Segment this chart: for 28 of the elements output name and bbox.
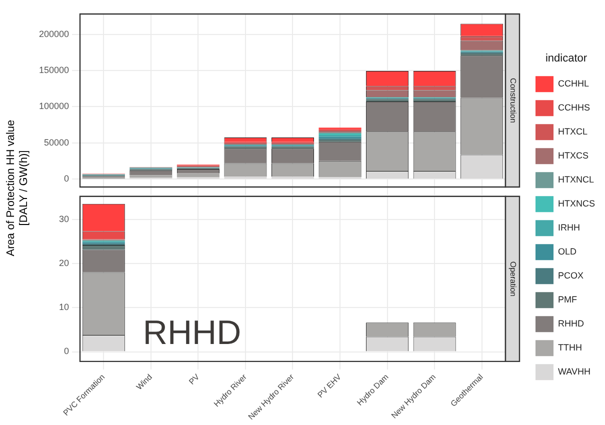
- y-tick-label: 10: [58, 302, 69, 312]
- legend-label: WAVHH: [558, 366, 590, 377]
- legend-label: HTXNCS: [558, 198, 596, 209]
- y-axis-title: Area of Protection HH value [DALY / GW(h)]: [5, 118, 31, 258]
- text: Construction: [508, 78, 518, 123]
- legend-label: HTXCL: [558, 126, 588, 137]
- legend-label: CCHHS: [558, 102, 590, 113]
- y-tick-label: 50000: [44, 137, 69, 148]
- y-tick-label: 200000: [38, 28, 69, 39]
- y-tick-label: 20: [58, 258, 69, 268]
- legend-label: OLD: [558, 246, 578, 257]
- legend-label: TTHH: [558, 342, 582, 353]
- y-tick-label: 150000: [38, 64, 69, 75]
- legend-label: CCHHL: [558, 78, 590, 89]
- x-tick-label: PV: [187, 372, 202, 386]
- y-tick-label: 0: [64, 174, 69, 184]
- legend-label: RHHD: [558, 318, 584, 329]
- legend-label: PCOX: [558, 270, 584, 281]
- annotation: RHHD: [142, 314, 242, 352]
- text: Operation: [508, 261, 518, 296]
- y-tick-label: 100000: [38, 101, 69, 112]
- legend-label: HTXNCL: [558, 174, 594, 185]
- legend-title: indicator: [545, 52, 588, 64]
- legend-label: PMF: [558, 294, 578, 305]
- y-tick-label: 0: [64, 346, 69, 356]
- y-tick-label: 30: [58, 214, 69, 224]
- legend-label: HTXCS: [558, 150, 589, 161]
- legend-label: IRHH: [558, 222, 580, 233]
